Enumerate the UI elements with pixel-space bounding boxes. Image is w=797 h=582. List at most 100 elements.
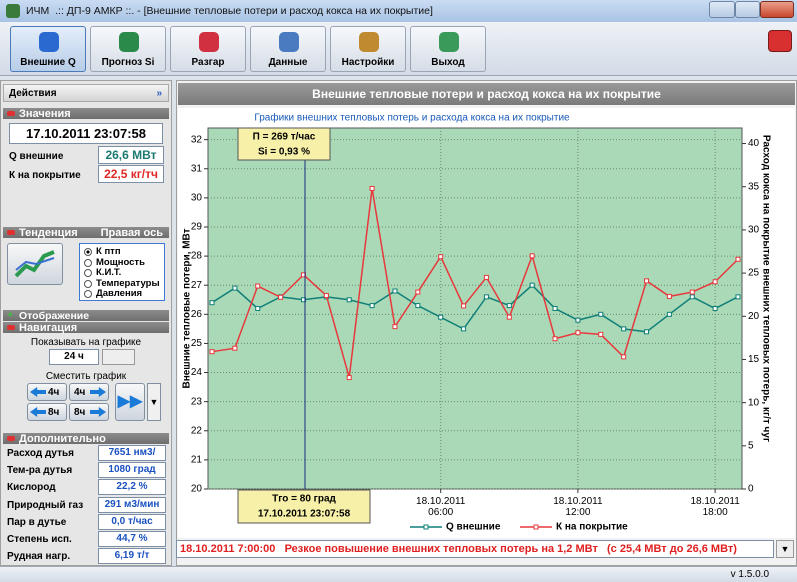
display-header[interactable]: + Отображение: [3, 309, 169, 322]
toolbar-button[interactable]: Разгар: [170, 26, 246, 72]
param-label: Степень исп.: [7, 534, 72, 545]
legend-label: К на покрытие: [556, 522, 628, 533]
y-tick-label: 24: [191, 367, 203, 378]
shift-label: 4ч: [48, 387, 60, 398]
trend-icon: [14, 250, 55, 278]
point: [529, 253, 535, 259]
y-tick-label: 22: [191, 425, 203, 436]
point: [483, 274, 489, 280]
toolbar-label: Прогноз Si: [101, 57, 155, 68]
toolbar-label: Разгар: [191, 57, 225, 68]
message-dropdown[interactable]: ▼: [776, 540, 794, 558]
x-tick-label: 18.10.2011 12:00: [553, 496, 603, 518]
exit-icon-button[interactable]: [768, 30, 792, 52]
param-value: 22,2 %: [98, 479, 166, 496]
shift-label: 4ч: [74, 387, 86, 398]
annotation: Si = 0,93 %: [258, 147, 310, 158]
radio-label: К птп: [96, 246, 121, 257]
point: [621, 354, 627, 360]
radio[interactable]: [84, 279, 92, 288]
y-tick-label: 28: [191, 251, 203, 262]
y-tick-label: 31: [191, 163, 203, 174]
trend-header: Тенденция: [19, 227, 78, 239]
point: [529, 282, 535, 288]
trend-icon-button[interactable]: [7, 243, 63, 285]
toolbar-button[interactable]: Настройки: [330, 26, 406, 72]
collapse-icon: »: [156, 88, 162, 99]
shift-button[interactable]: 8ч: [27, 403, 67, 421]
point: [552, 336, 558, 342]
annotation-box: [237, 127, 331, 161]
y2-tick-label: 0: [748, 484, 754, 495]
point: [209, 349, 215, 355]
maximize-button[interactable]: [735, 1, 760, 18]
point: [392, 324, 398, 330]
param-label: Природный газ: [7, 499, 84, 511]
param-value: 291 м3/мин: [98, 496, 166, 513]
actions-header[interactable]: Действия »: [3, 84, 169, 102]
display-label: Отображение: [19, 310, 90, 322]
point: [575, 330, 581, 336]
toolbar-button[interactable]: Выход: [410, 26, 486, 72]
reading-value: 22,5 кг/тч: [98, 165, 164, 183]
reading-label: К на покрытие: [9, 170, 81, 181]
y-tick-label: 32: [191, 134, 203, 145]
section-header: Тенденция Правая ось: [3, 227, 169, 239]
toolbar-icon: [199, 32, 219, 52]
radio[interactable]: [84, 290, 92, 298]
point: [415, 289, 421, 295]
radio[interactable]: [84, 248, 92, 256]
toolbar-icon: [439, 32, 459, 52]
x-tick-label: 18.10.2011 06:00: [416, 496, 466, 518]
period-spinner[interactable]: [102, 349, 135, 365]
point: [712, 306, 718, 311]
period-field[interactable]: 24 ч: [49, 349, 99, 365]
point: [346, 375, 352, 381]
section-header: Значения: [3, 108, 169, 120]
reading-label: Q внешние: [9, 151, 64, 162]
point: [712, 279, 718, 285]
radio[interactable]: [84, 269, 92, 277]
point: [232, 285, 238, 291]
radio-label: Температуры: [96, 277, 160, 289]
radio[interactable]: [84, 258, 92, 267]
y2-tick-label: 10: [748, 397, 760, 408]
shift-buttons: ▶▶ ▼ 4ч 4ч 8ч 8ч: [1, 383, 173, 423]
shift-end-button[interactable]: ▶▶: [115, 383, 145, 421]
show-label: Показывать на графике: [30, 337, 142, 348]
point: [506, 303, 512, 309]
annotation: П = 269 т/час: [253, 132, 316, 143]
point: [598, 311, 604, 317]
series-line: [211, 284, 739, 333]
shift-label: 8ч: [48, 407, 60, 418]
close-button[interactable]: [760, 1, 794, 18]
arrow-icon: [90, 407, 106, 417]
point: [392, 288, 398, 294]
toolbar-button[interactable]: Внешние Q: [10, 26, 86, 72]
shift-button[interactable]: 8ч: [69, 403, 109, 421]
y-tick-label: 23: [191, 396, 203, 407]
annotation: Тго = 80 град: [272, 494, 336, 505]
y2-tick-label: 15: [748, 354, 760, 365]
point: [598, 331, 604, 337]
chart-title: Графики внешних тепловых потерь и расход…: [254, 112, 570, 124]
right-axis-options: К птп Мощность К.И.Т. Температуры Давления: [79, 243, 165, 301]
point: [666, 293, 672, 299]
y2-tick-label: 30: [748, 225, 760, 236]
y-tick-label: 20: [191, 484, 203, 495]
point: [735, 256, 741, 262]
shift-dropdown[interactable]: ▼: [147, 383, 161, 421]
series-line: [211, 188, 739, 378]
arrow-icon: [30, 387, 46, 397]
y2-tick-label: 25: [748, 268, 760, 279]
app-icon: [6, 4, 20, 18]
shift-button[interactable]: 4ч: [27, 383, 67, 401]
toolbar-button[interactable]: Прогноз Si: [90, 26, 166, 72]
point: [689, 289, 695, 295]
minimize-button[interactable]: [709, 1, 735, 18]
toolbar-button[interactable]: Данные: [250, 26, 326, 72]
shift-button[interactable]: 4ч: [69, 383, 109, 401]
point: [209, 300, 215, 306]
